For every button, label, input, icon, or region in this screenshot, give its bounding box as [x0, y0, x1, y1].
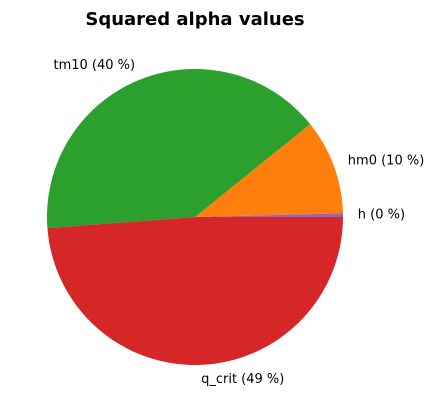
- pie-slice-hm0: [195, 124, 343, 217]
- slice-label-tm10: tm10 (40 %): [53, 58, 135, 73]
- pie-slice-q-crit: [47, 217, 344, 366]
- chart-title: Squared alpha values: [85, 9, 304, 30]
- pie-slices: [46, 69, 344, 366]
- slice-label-h: h (0 %): [358, 208, 405, 223]
- pie-slice-h: [195, 213, 343, 217]
- slice-label-hm0: hm0 (10 %): [348, 153, 424, 168]
- slice-label-q-crit: q_crit (49 %): [201, 372, 284, 387]
- pie-slice-tm10: [46, 69, 311, 229]
- pie-labels: h (0 %) hm0 (10 %) tm10 (40 %) q_crit (49 %…: [53, 58, 424, 387]
